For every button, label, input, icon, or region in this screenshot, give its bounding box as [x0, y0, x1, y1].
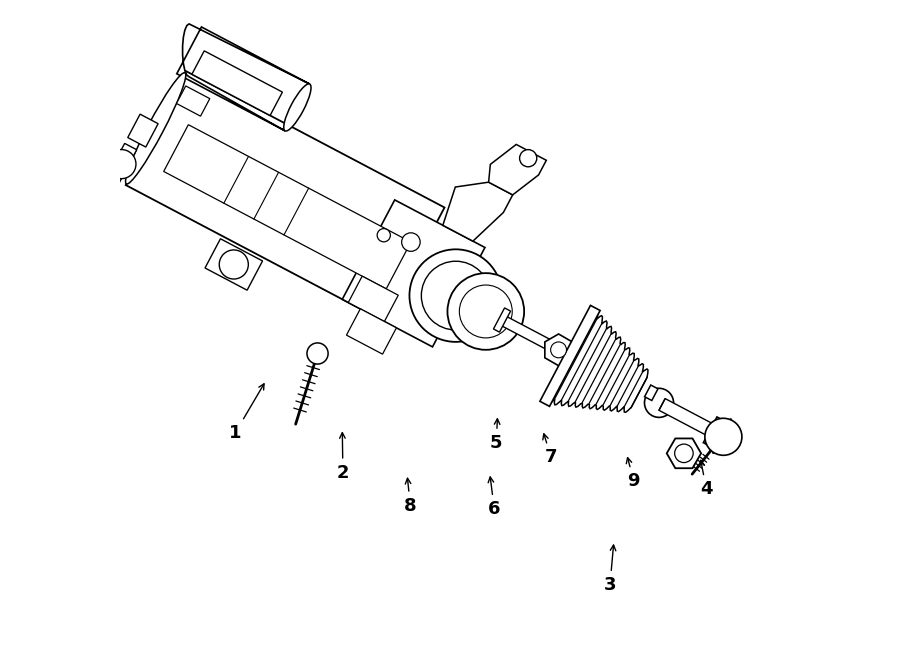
Circle shape — [675, 444, 693, 463]
Polygon shape — [667, 438, 701, 468]
Polygon shape — [346, 309, 396, 354]
Circle shape — [547, 340, 561, 354]
Text: 6: 6 — [488, 477, 500, 518]
Polygon shape — [659, 399, 715, 436]
Circle shape — [551, 342, 566, 358]
Polygon shape — [547, 311, 648, 412]
Text: 2: 2 — [337, 433, 349, 482]
Polygon shape — [489, 144, 546, 195]
Text: 1: 1 — [229, 384, 264, 442]
Polygon shape — [106, 143, 137, 185]
Circle shape — [519, 149, 536, 167]
Polygon shape — [544, 334, 572, 366]
Text: 8: 8 — [404, 479, 417, 515]
Text: 5: 5 — [490, 419, 502, 452]
Circle shape — [447, 273, 524, 350]
Circle shape — [377, 229, 391, 242]
Polygon shape — [644, 385, 658, 401]
Circle shape — [459, 285, 512, 338]
Circle shape — [410, 249, 502, 342]
Polygon shape — [704, 417, 732, 453]
Polygon shape — [176, 86, 210, 116]
Text: 9: 9 — [626, 457, 640, 490]
Polygon shape — [192, 51, 283, 116]
Polygon shape — [540, 305, 600, 407]
Polygon shape — [342, 200, 485, 347]
Ellipse shape — [284, 84, 311, 131]
Ellipse shape — [125, 73, 185, 184]
Polygon shape — [348, 276, 399, 321]
Polygon shape — [176, 24, 310, 131]
Circle shape — [107, 149, 136, 178]
Polygon shape — [205, 239, 263, 290]
Circle shape — [307, 343, 328, 364]
Circle shape — [705, 418, 742, 455]
Circle shape — [421, 261, 491, 330]
Polygon shape — [126, 71, 445, 321]
Text: 3: 3 — [604, 545, 617, 594]
Polygon shape — [128, 114, 158, 147]
Circle shape — [644, 388, 673, 417]
Text: 7: 7 — [543, 434, 557, 467]
Polygon shape — [164, 125, 411, 289]
Polygon shape — [493, 308, 510, 332]
Text: 4: 4 — [699, 460, 713, 498]
Polygon shape — [499, 315, 554, 351]
Polygon shape — [443, 182, 513, 241]
Circle shape — [401, 233, 420, 251]
Circle shape — [220, 250, 248, 279]
